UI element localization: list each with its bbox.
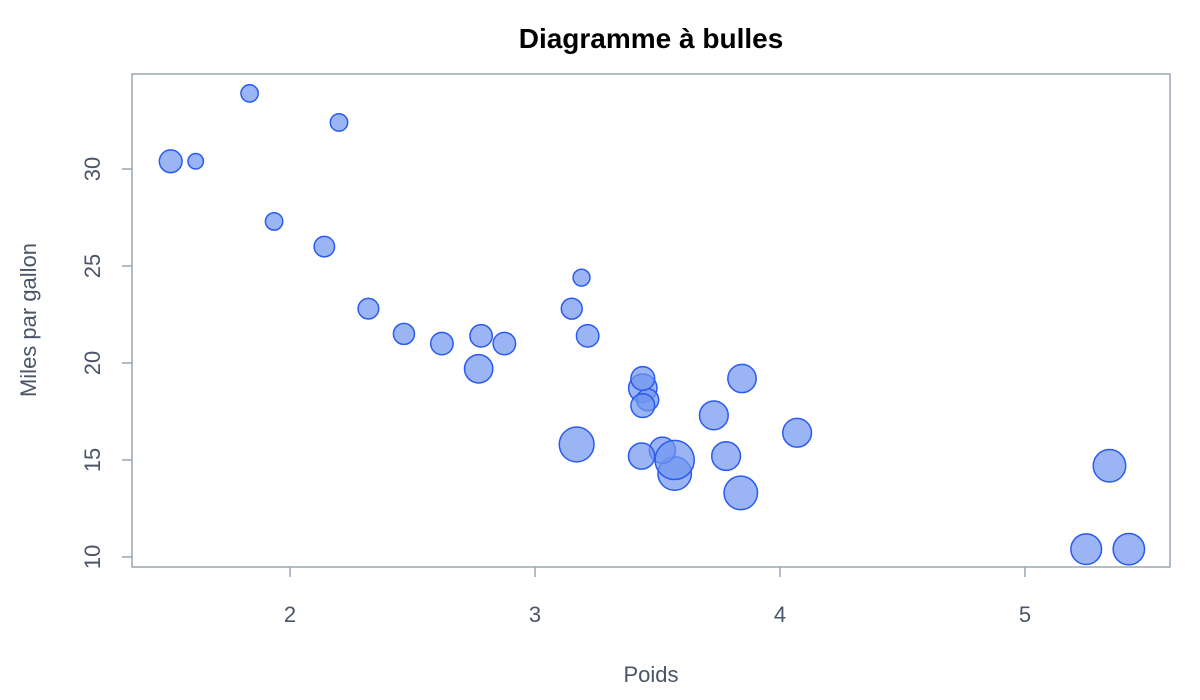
bubble: [429, 331, 454, 356]
bubble: [627, 442, 656, 470]
bubble: [698, 400, 729, 431]
plot-frame: [131, 73, 1171, 568]
bubble: [654, 439, 695, 481]
y-tick-label: 25: [80, 254, 105, 278]
x-axis-label: Poids: [623, 662, 678, 687]
bubble: [1070, 533, 1103, 566]
bubble: [392, 322, 416, 346]
bubble: [158, 149, 183, 174]
bubble: [1092, 448, 1127, 483]
bubble: [575, 323, 600, 348]
bubble: [313, 235, 336, 258]
chart-title: Diagramme à bulles: [519, 23, 784, 54]
bubble: [727, 363, 757, 394]
x-tick-label: 2: [284, 602, 296, 627]
x-tick-label: 3: [529, 602, 541, 627]
bubble: [357, 297, 380, 320]
x-tick-label: 5: [1019, 602, 1031, 627]
y-tick-label: 30: [80, 157, 105, 181]
bubble: [558, 426, 595, 463]
bubble: [492, 331, 517, 356]
x-tick-label: 4: [774, 602, 786, 627]
y-tick-label: 15: [80, 448, 105, 472]
y-tick-label: 20: [80, 351, 105, 375]
y-axis-label: Miles par gallon: [16, 243, 41, 397]
bubble: [240, 84, 259, 103]
y-tick-label: 10: [80, 545, 105, 569]
bubble: [630, 393, 656, 419]
bubble: [329, 113, 349, 132]
bubble: [782, 417, 813, 448]
bubble: [723, 475, 759, 511]
bubble: [187, 152, 205, 170]
bubble: [469, 323, 494, 348]
bubble: [560, 297, 583, 320]
bubble: [463, 353, 494, 384]
bubble: [710, 440, 742, 472]
bubble: [264, 211, 284, 231]
bubble: [630, 365, 656, 392]
bubble: [572, 268, 591, 287]
bubble: [1112, 532, 1146, 566]
